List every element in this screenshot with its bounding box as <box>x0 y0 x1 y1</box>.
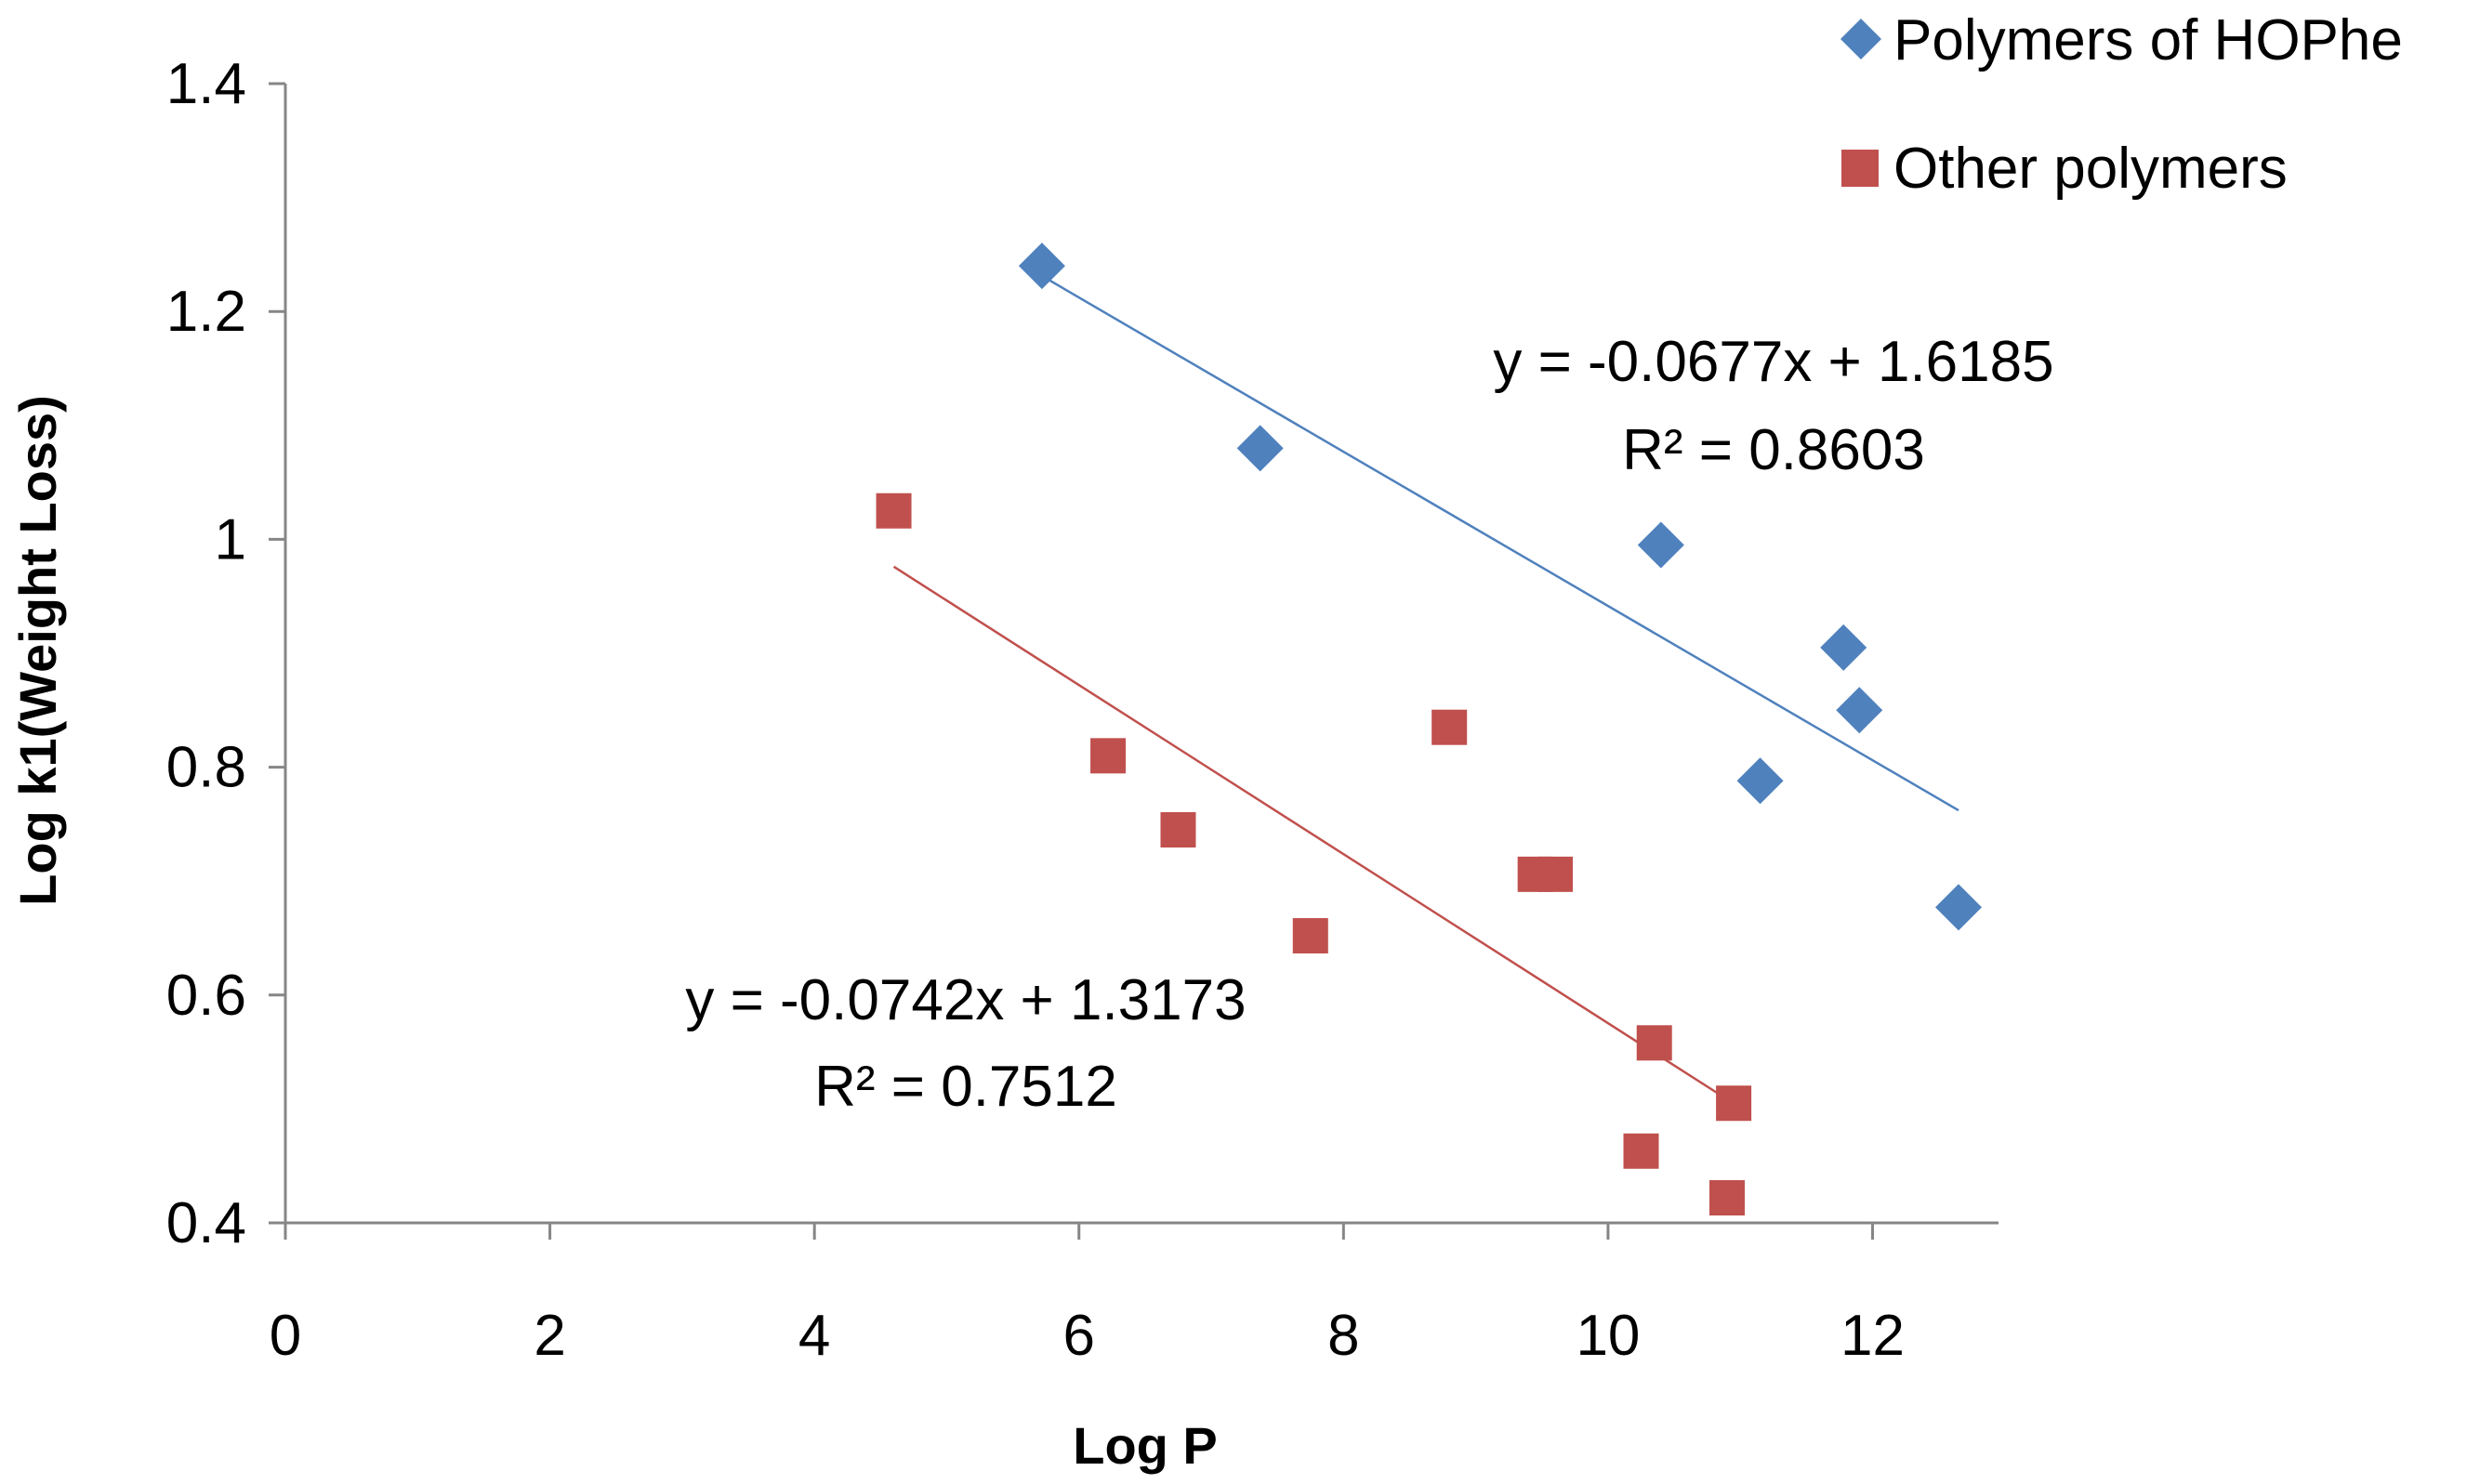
hophe-data-point <box>1820 624 1867 671</box>
y-tick-label: 1 <box>215 507 246 571</box>
legend: Polymers of HOPhe Other polymers <box>1840 8 2403 201</box>
x-tick-label: 8 <box>1327 1304 1359 1368</box>
eq-other-equation: y = -0.0742x + 1.3173 <box>685 968 1246 1032</box>
x-axis-ticks: 0 2 4 6 8 10 12 <box>270 1223 1905 1368</box>
x-tick-label: 6 <box>1063 1304 1095 1368</box>
hophe-data-point <box>1637 521 1684 569</box>
legend-item-other: Other polymers <box>1841 137 2288 201</box>
trendline-equations: y = -0.0677x + 1.6185 R² = 0.8603 y = -0… <box>685 330 2053 1119</box>
hophe-data-point <box>1236 425 1284 472</box>
y-axis-title: Log k1(Weight Loss) <box>8 395 67 906</box>
y-tick-label: 1.4 <box>166 52 246 116</box>
y-tick-label: 0.8 <box>166 736 246 800</box>
x-tick-label: 10 <box>1576 1304 1640 1368</box>
other-data-point <box>876 492 912 529</box>
legend-item-hophe: Polymers of HOPhe <box>1840 8 2403 72</box>
eq-hophe-r2: R² = 0.8603 <box>1622 418 1925 482</box>
x-tick-label: 4 <box>798 1304 830 1368</box>
legend-square-marker <box>1841 150 1879 187</box>
trendlines <box>892 274 1959 1105</box>
trendline-series-1 <box>892 565 1735 1105</box>
other-data-point <box>1537 856 1574 892</box>
eq-other-r2: R² = 0.7512 <box>814 1055 1117 1119</box>
hophe-data-point <box>1018 243 1065 290</box>
hophe-data-point <box>1935 884 1982 931</box>
data-points <box>876 243 1982 1216</box>
x-tick-label: 12 <box>1840 1304 1905 1368</box>
y-tick-label: 1.2 <box>166 280 246 344</box>
legend-label-other: Other polymers <box>1893 137 2288 201</box>
legend-label-hophe: Polymers of HOPhe <box>1893 8 2403 72</box>
x-tick-label: 2 <box>534 1304 565 1368</box>
other-data-point <box>1708 1180 1745 1216</box>
hophe-data-point <box>1836 687 1883 734</box>
y-axis-ticks: 0.4 0.6 0.8 1 1.2 1.4 <box>166 52 285 1255</box>
hophe-data-point <box>1736 757 1784 805</box>
x-axis-title: Log P <box>1073 1416 1218 1475</box>
other-data-point <box>1623 1133 1659 1169</box>
y-tick-label: 0.4 <box>166 1191 246 1255</box>
legend-diamond-marker <box>1840 19 1881 59</box>
other-data-point <box>1090 738 1127 774</box>
other-data-point <box>1292 918 1328 954</box>
y-tick-label: 0.6 <box>166 964 246 1028</box>
other-data-point <box>1431 709 1468 745</box>
eq-hophe-equation: y = -0.0677x + 1.6185 <box>1493 330 2053 394</box>
x-tick-label: 0 <box>270 1304 301 1368</box>
other-data-point <box>1160 812 1196 848</box>
other-data-point <box>1716 1085 1752 1122</box>
trendline-series-0 <box>1041 274 1959 812</box>
other-data-point <box>1636 1025 1672 1061</box>
axes <box>284 84 1999 1225</box>
